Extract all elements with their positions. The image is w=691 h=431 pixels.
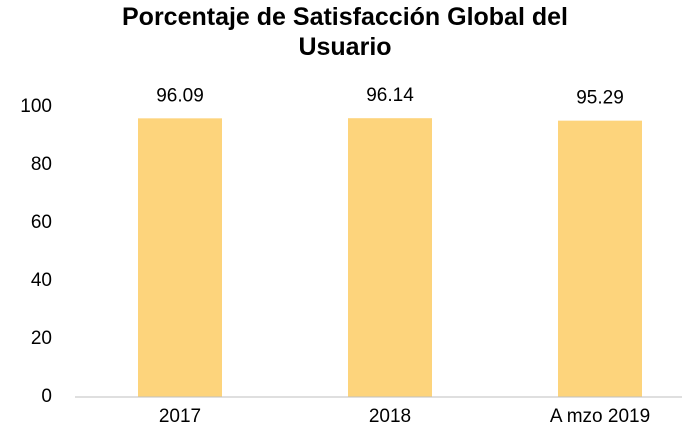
x-tick-label: 2018	[369, 406, 411, 427]
value-label: 95.29	[576, 88, 624, 109]
bar	[348, 118, 432, 397]
value-label: 96.14	[366, 85, 414, 106]
chart-title: Porcentaje de Satisfacción Global del Us…	[122, 3, 568, 61]
y-tick-label: 20	[31, 328, 52, 349]
x-tick-label: 2017	[159, 406, 201, 427]
bar	[558, 120, 642, 397]
y-tick-label: 60	[31, 212, 52, 233]
y-tick-label: 40	[31, 270, 52, 291]
y-tick-label: 80	[31, 154, 52, 175]
x-tick-label: A mzo 2019	[550, 406, 650, 427]
value-label: 96.09	[156, 85, 204, 106]
y-tick-label: 100	[20, 96, 52, 117]
bar	[138, 118, 222, 398]
y-tick-label: 0	[41, 386, 52, 407]
